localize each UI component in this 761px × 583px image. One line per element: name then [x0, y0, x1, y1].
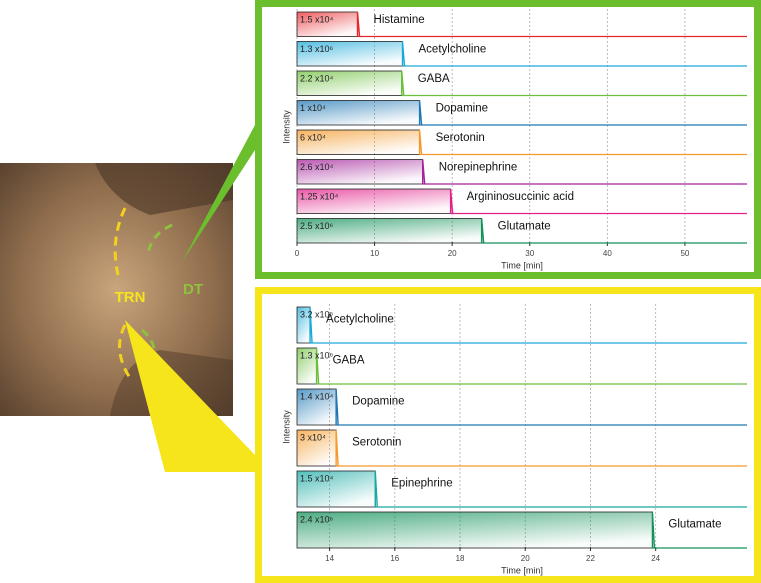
scale-label: 1.5 x10⁴ — [300, 14, 334, 24]
dt-outline — [146, 223, 173, 256]
x-axis-label: Time [min] — [501, 565, 543, 575]
peak — [374, 470, 378, 508]
peak — [309, 306, 313, 344]
peak — [480, 218, 485, 244]
scale-box — [296, 129, 420, 155]
series-label: GABA — [418, 73, 450, 85]
peak — [356, 11, 361, 37]
x-tick-label: 20 — [521, 554, 530, 563]
x-tick-label: 30 — [525, 249, 534, 258]
x-tick-label: 40 — [603, 249, 612, 258]
scale-label: 1.4 x10⁴ — [300, 391, 334, 401]
series-label: Epinephrine — [391, 478, 452, 490]
series-label: Acetylcholine — [419, 44, 487, 56]
series-label: Glutamate — [668, 519, 721, 531]
scale-label: 1.5 x10⁴ — [300, 473, 334, 483]
x-tick-label: 16 — [390, 554, 399, 563]
scale-label: 3 x10⁴ — [300, 432, 326, 442]
x-tick-label: 20 — [448, 249, 457, 258]
scale-label: 2.4 x10⁶ — [300, 514, 334, 524]
x-axis-label: Time [min] — [501, 260, 543, 270]
scale-box — [296, 100, 420, 126]
peak — [315, 347, 320, 385]
x-tick-label: 14 — [325, 554, 334, 563]
peak — [401, 41, 406, 67]
x-tick-label: 22 — [586, 554, 595, 563]
series-label: Serotonin — [352, 437, 401, 449]
scale-box — [296, 388, 337, 426]
scale-label: 3.2 x10⁵ — [300, 309, 334, 319]
series-label: Norepinephrine — [439, 162, 518, 174]
series-label: Serotonin — [436, 132, 485, 144]
series-label: Acetylcholine — [326, 314, 394, 326]
peak — [449, 188, 454, 214]
scale-box — [296, 429, 337, 467]
scale-box — [296, 188, 452, 214]
x-tick-label: 24 — [651, 554, 660, 563]
peak — [651, 511, 656, 549]
region-label: DT — [183, 281, 203, 298]
y-axis-label: Intensity — [281, 410, 291, 444]
peak — [335, 429, 339, 467]
scale-box — [296, 41, 403, 67]
peak — [401, 70, 405, 96]
peak — [421, 159, 426, 185]
photo-shade — [95, 163, 233, 215]
trn-outline — [113, 207, 127, 276]
series-label: Argininosuccinic acid — [467, 191, 574, 203]
connector — [125, 320, 255, 472]
x-tick-label: 0 — [295, 249, 300, 258]
connector — [182, 125, 255, 262]
scale-box — [296, 511, 653, 549]
scale-label: 1.3 x10⁶ — [300, 44, 334, 54]
scale-box — [296, 159, 424, 185]
y-axis-label: Intensity — [281, 110, 291, 144]
series-label: Glutamate — [498, 221, 551, 233]
x-tick-label: 50 — [680, 249, 689, 258]
region-label: TRN — [115, 289, 146, 306]
scale-label: 1.25 x10⁴ — [300, 191, 339, 201]
x-tick-label: 10 — [370, 249, 379, 258]
scale-label: 2.2 x10⁴ — [300, 73, 334, 83]
scale-label: 2.6 x10⁴ — [300, 162, 334, 172]
series-label: Histamine — [374, 14, 425, 26]
trn-outline — [118, 324, 132, 379]
peak — [418, 100, 423, 126]
series-label: Dopamine — [436, 103, 488, 115]
peak — [418, 129, 423, 155]
series-label: GABA — [333, 355, 365, 367]
scale-label: 1.3 x10⁶ — [300, 350, 334, 360]
scale-box — [296, 470, 376, 508]
scale-label: 2.5 x10⁶ — [300, 221, 334, 231]
series-label: Dopamine — [352, 396, 404, 408]
scale-label: 1 x10⁴ — [300, 103, 326, 113]
scale-label: 6 x10⁴ — [300, 132, 326, 142]
peak — [335, 388, 339, 426]
scale-box — [296, 218, 483, 244]
x-tick-label: 18 — [456, 554, 465, 563]
scale-box — [296, 11, 358, 37]
